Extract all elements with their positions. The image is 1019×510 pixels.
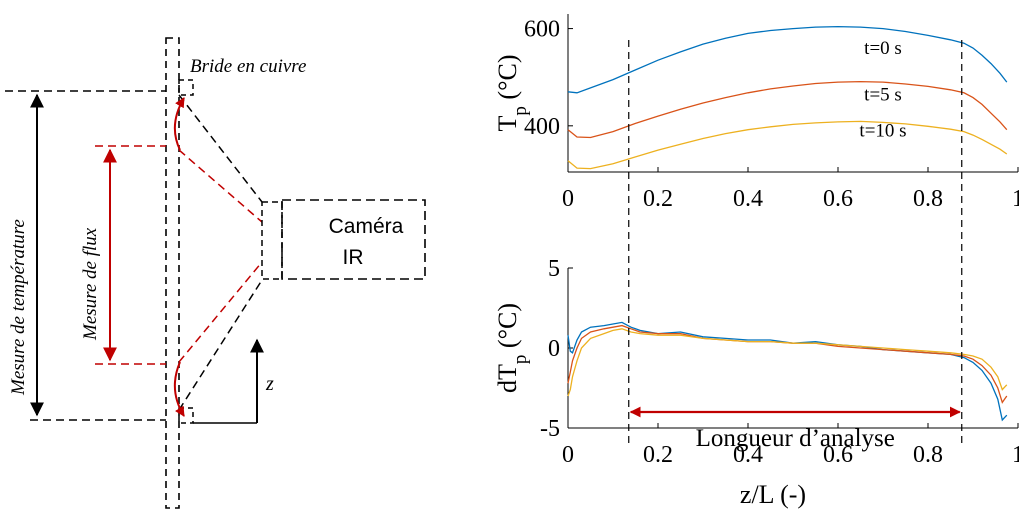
top-x-tick-label: 1	[1012, 186, 1019, 212]
top-y-axis-label: Tp (°C)	[493, 55, 531, 132]
top-series-label-2: t=10 s	[859, 121, 906, 142]
camera-label-2: IR	[343, 246, 364, 269]
bottom-x-tick-label: 0	[562, 442, 574, 468]
red-curve-bottom	[173, 361, 185, 417]
analysis-overlay: Longueur d’analyse	[628, 40, 963, 452]
setup-diagram: Mesure de température Mesure de flux Cam…	[5, 37, 426, 509]
bottom-x-axis-label: z/L (-)	[740, 480, 806, 509]
camera-body	[281, 199, 426, 280]
bottom-x-tick-label: 1	[1012, 442, 1019, 468]
top-x-tick-label: 0.6	[823, 186, 853, 212]
top-series-line-1	[567, 80, 1008, 139]
bottom-y-axis-label: dTp (°C)	[493, 303, 531, 393]
top-x-tick-label: 0.4	[733, 186, 763, 212]
temperature-chart: 0 0.2 0.4 0.6 0.8 1 400 600 Tp (°C) t=0 s t=5 s t=1…	[493, 14, 1019, 212]
fov-black-bottom	[178, 279, 263, 411]
top-series-label-0: t=0 s	[864, 38, 902, 59]
flux-label: Mesure de flux	[80, 227, 101, 341]
z-axis-label: z	[265, 373, 274, 395]
bottom-series-line-1	[567, 324, 1008, 404]
bride-label: Bride en cuivre	[190, 56, 306, 77]
top-x-tick-label: 0	[562, 186, 574, 212]
top-x-tick-label: 0.2	[643, 186, 673, 212]
bottom-x-tick-label: 0.6	[823, 442, 853, 468]
flange-bottom	[178, 407, 194, 424]
bottom-series-line-2	[567, 328, 1008, 397]
tube-outline	[165, 37, 180, 509]
top-y-tick-label: 400	[524, 114, 560, 140]
flange-top	[178, 79, 194, 96]
top-series-label-1: t=5 s	[864, 85, 902, 106]
fov-red-top	[178, 149, 263, 223]
bottom-x-tick-label: 0.4	[733, 442, 763, 468]
bottom-y-tick-label: -5	[540, 416, 560, 442]
top-x-tick-label: 0.8	[913, 186, 943, 212]
bottom-series-line-0	[567, 321, 1008, 422]
bottom-x-tick-label: 0.2	[643, 442, 673, 468]
analysis-length-label: Longueur d’analyse	[696, 425, 895, 452]
camera-label-1: Caméra	[329, 215, 404, 238]
bottom-y-tick-label: 0	[548, 336, 560, 362]
fov-red-bottom	[178, 261, 263, 363]
top-series-line-2	[567, 120, 1008, 170]
camera-lens	[261, 201, 283, 280]
temperature-label: Mesure de température	[8, 219, 29, 396]
bottom-x-tick-label: 0.8	[913, 442, 943, 468]
fov-black-top	[178, 94, 263, 203]
red-curve-top	[173, 97, 185, 151]
top-series-line-0	[567, 25, 1008, 94]
top-y-tick-label: 600	[524, 17, 560, 43]
bottom-y-tick-label: 5	[548, 256, 560, 282]
